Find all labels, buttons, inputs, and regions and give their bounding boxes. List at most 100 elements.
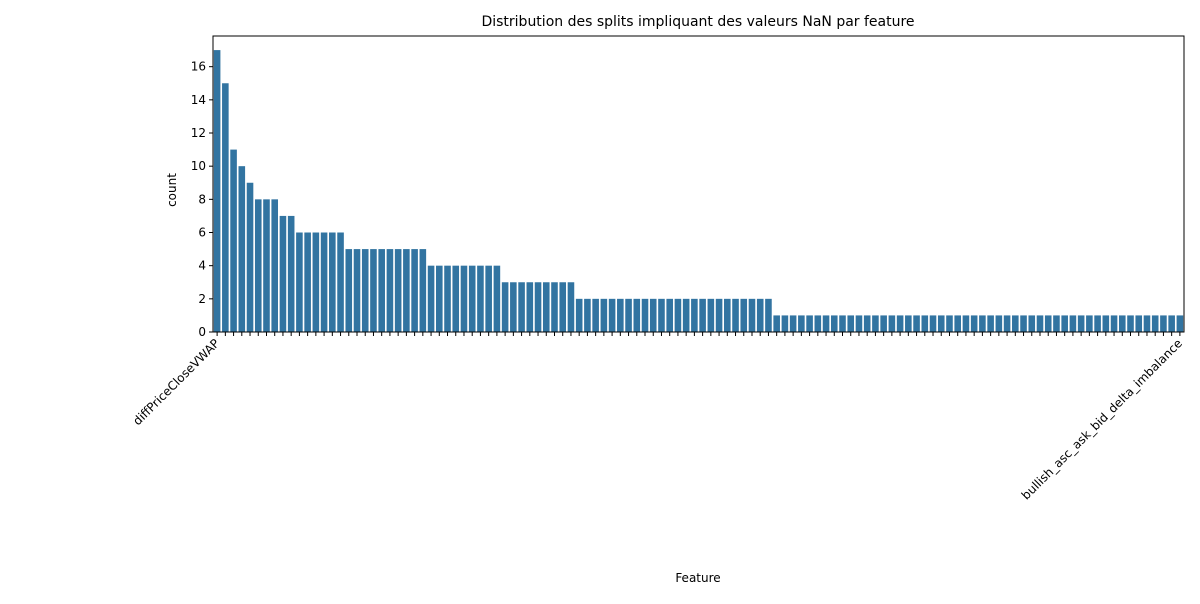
bar: [1012, 315, 1019, 332]
bar: [970, 315, 978, 332]
bar: [353, 249, 361, 332]
bar: [674, 298, 682, 332]
bar: [312, 232, 320, 332]
bar: [707, 298, 715, 332]
bar: [518, 282, 525, 332]
bar: [1020, 315, 1027, 332]
bar: [1094, 315, 1101, 332]
bar: [1135, 315, 1143, 332]
bar: [477, 265, 484, 332]
bar: [987, 315, 994, 332]
bar: [279, 215, 287, 332]
bar: [493, 265, 501, 332]
x-tick-label: diffPriceCloseVWAP: [130, 336, 222, 428]
bar: [921, 315, 929, 332]
bar: [559, 282, 567, 332]
y-tick-label: 6: [198, 226, 206, 240]
bar: [411, 249, 418, 332]
bar: [254, 199, 262, 332]
plot-frame: [212, 35, 1185, 333]
bar: [633, 298, 641, 332]
bar: [263, 199, 270, 332]
bar: [855, 315, 863, 332]
bar: [501, 282, 509, 332]
bar: [699, 298, 706, 332]
bar: [329, 232, 336, 332]
y-tick-label: 12: [191, 126, 206, 140]
bar: [222, 83, 229, 333]
bar: [246, 182, 254, 332]
bar: [361, 249, 369, 332]
bar: [592, 298, 599, 332]
bar: [880, 315, 887, 332]
bar: [551, 282, 558, 332]
bar: [740, 298, 748, 332]
bar: [863, 315, 871, 332]
y-tick-label: 14: [191, 93, 206, 107]
bar: [320, 232, 328, 332]
bar: [781, 315, 789, 332]
bar: [1061, 315, 1068, 332]
bar: [979, 315, 986, 332]
y-axis-label: count: [165, 173, 179, 207]
bar: [995, 315, 1003, 332]
bar: [460, 265, 468, 332]
bar: [773, 315, 780, 332]
bar: [485, 265, 492, 332]
bar: [814, 315, 822, 332]
bar: [954, 315, 961, 332]
bar: [617, 298, 624, 332]
bar: [1168, 315, 1175, 332]
bar: [287, 215, 295, 332]
bar: [238, 166, 246, 332]
bar: [905, 315, 912, 332]
bar: [748, 298, 756, 332]
y-tick-label: 10: [191, 159, 206, 173]
bar: [1053, 315, 1060, 332]
bar: [230, 149, 237, 332]
bar: [427, 265, 435, 332]
bar: [1044, 315, 1052, 332]
bar: [378, 249, 385, 332]
bar: [649, 298, 657, 332]
bar: [1143, 315, 1151, 332]
bar: [213, 50, 221, 332]
bar: [666, 298, 673, 332]
y-tick-label: 0: [198, 325, 206, 339]
y-tick-label: 2: [198, 292, 206, 306]
bar: [1127, 315, 1134, 332]
bar: [1028, 315, 1036, 332]
bar: [658, 298, 665, 332]
bar: [1069, 315, 1077, 332]
bar: [542, 282, 550, 332]
bar: [962, 315, 970, 332]
y-tick-label: 4: [198, 259, 206, 273]
bar: [641, 298, 649, 332]
bar: [608, 298, 616, 332]
bar: [444, 265, 451, 332]
bar: [1160, 315, 1167, 332]
bar: [847, 315, 855, 332]
bar: [946, 315, 953, 332]
bar: [1086, 315, 1093, 332]
bar: [296, 232, 303, 332]
bar: [1110, 315, 1118, 332]
bar: [896, 315, 904, 332]
bar: [304, 232, 311, 332]
bar: [682, 298, 690, 332]
bar: [839, 315, 846, 332]
bar: [872, 315, 879, 332]
bar: [526, 282, 534, 332]
bar: [822, 315, 830, 332]
bar: [575, 298, 583, 332]
bar: [584, 298, 591, 332]
bar: [1102, 315, 1110, 332]
bar: [765, 298, 772, 332]
bar: [386, 249, 394, 332]
bar: [370, 249, 377, 332]
bar: [419, 249, 427, 332]
bar: [271, 199, 279, 332]
chart-title: Distribution des splits impliquant des v…: [481, 14, 914, 30]
bar: [929, 315, 937, 332]
